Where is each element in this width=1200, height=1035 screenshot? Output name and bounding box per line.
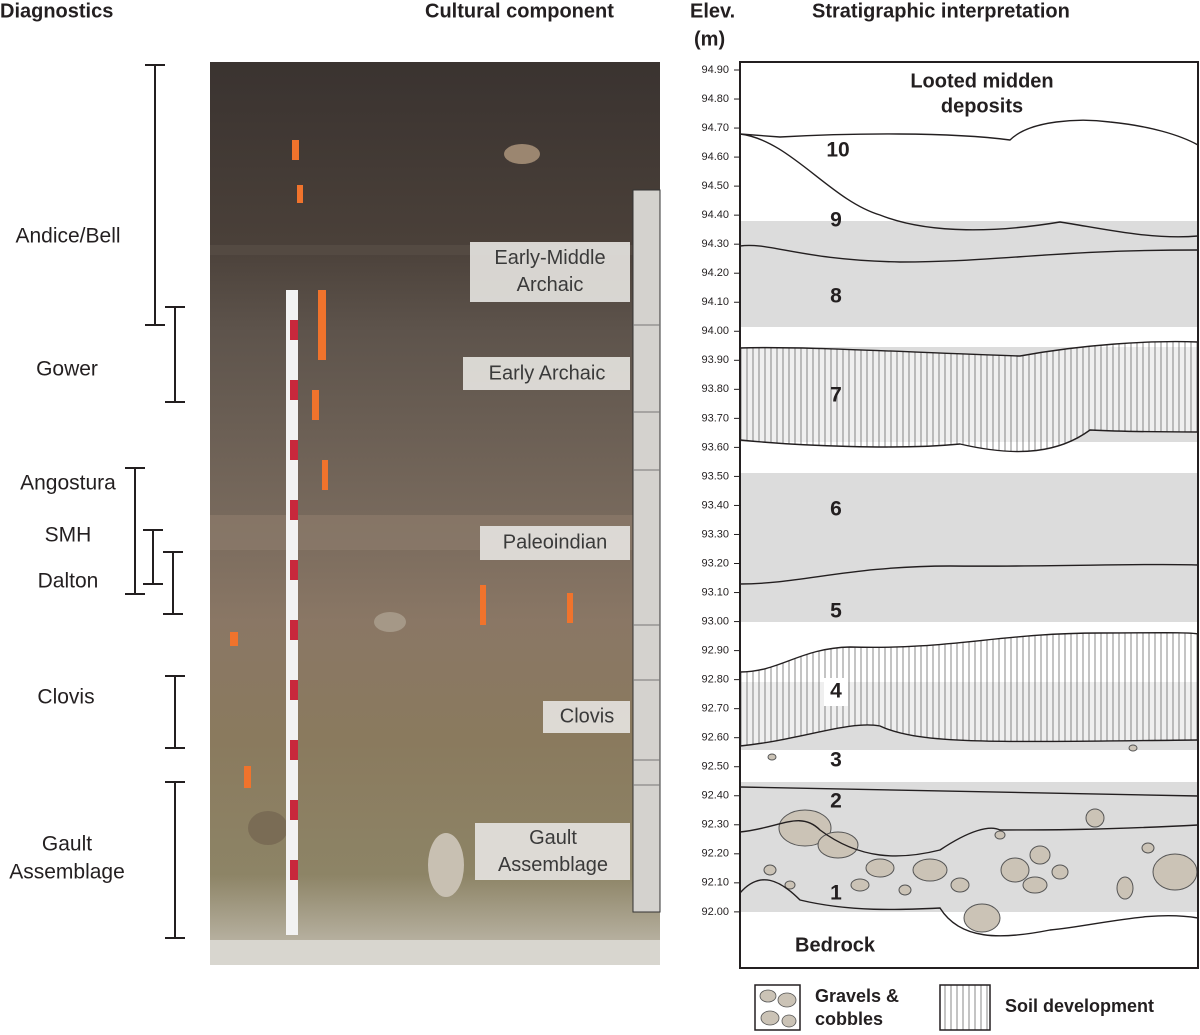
component-label: Archaic	[517, 274, 584, 296]
component-label: Paleoindian	[503, 531, 608, 553]
elevation-tick-label: 92.90	[701, 645, 729, 657]
elevation-tick-label: 92.30	[701, 819, 729, 831]
bracket	[165, 306, 185, 403]
header: Stratigraphic interpretation	[812, 0, 1070, 22]
elevation-tick-label: 94.00	[701, 325, 729, 337]
elevation-tick-label: 93.30	[701, 528, 729, 540]
elevation-tick-label: 94.70	[701, 122, 729, 134]
diagnostic-label: Andice/Bell	[15, 225, 120, 248]
top-label: deposits	[941, 95, 1023, 117]
unit-label: 1	[830, 882, 842, 905]
diagnostics: Andice/Bell Gower Angostura SMH Dalton Clovis…	[9, 64, 185, 939]
elevation-axis: 94.90 94.80 94.70 94.60 94.50 94.40 94.30 94.20…	[701, 64, 740, 918]
diagnostic-label: Angostura	[20, 472, 116, 495]
bracket	[165, 675, 185, 749]
elevation-tick-label: 93.40	[701, 499, 729, 511]
component-label: Early Archaic	[489, 362, 606, 384]
unit-label: 5	[830, 600, 842, 623]
unit-label: 3	[830, 749, 842, 772]
legend-label: Gravels &	[815, 986, 899, 1006]
header: (m)	[694, 28, 725, 50]
elevation-tick-label: 93.80	[701, 383, 729, 395]
elevation-tick-label: 92.10	[701, 877, 729, 889]
elevation-tick-label: 93.60	[701, 441, 729, 453]
diagnostic-label: Gault	[42, 833, 92, 856]
elevation-tick-label: 92.20	[701, 848, 729, 860]
elevation-tick-label: 92.80	[701, 674, 729, 686]
elevation-tick-label: 94.20	[701, 267, 729, 279]
bracket	[163, 551, 183, 615]
legend-label: Soil development	[1005, 996, 1154, 1016]
legend-label: cobbles	[815, 1009, 883, 1029]
unit-label: 8	[830, 285, 842, 308]
elevation-tick-label: 93.00	[701, 615, 729, 627]
bracket	[145, 64, 165, 326]
elevation-tick-label: 92.40	[701, 790, 729, 802]
headers: Diagnostics Cultural component Elev. (m)…	[0, 0, 1070, 50]
unit-label: 4	[830, 680, 842, 703]
diagnostic-label: SMH	[45, 524, 92, 547]
elevation-tick-label: 93.50	[701, 470, 729, 482]
cultural-components: Early-Middle Archaic Early Archaic Paleoind…	[489, 247, 615, 876]
bracket	[125, 467, 145, 595]
unit-label: 9	[830, 209, 842, 232]
elevation-tick-label: 94.50	[701, 180, 729, 192]
elevation-tick-label: 93.70	[701, 412, 729, 424]
component-label: Early-Middle	[494, 247, 605, 269]
unit-label-bg	[824, 678, 848, 706]
bottom-label: Bedrock	[795, 934, 876, 956]
elevation-tick-label: 93.10	[701, 586, 729, 598]
elevation-tick-label: 92.00	[701, 906, 729, 918]
elevation-tick-label: 94.90	[701, 64, 729, 76]
elevation-tick-label: 93.20	[701, 557, 729, 569]
diagnostic-label: Gower	[36, 358, 98, 381]
elevation-tick-label: 94.40	[701, 209, 729, 221]
bracket	[143, 529, 163, 585]
top-label: Looted midden	[910, 70, 1053, 92]
component-label: Gault	[529, 827, 577, 849]
elevation-tick-label: 94.80	[701, 93, 729, 105]
unit-labels: 10 9 8 7 6 5 4 3 2 1	[824, 139, 850, 905]
elevation-tick-label: 92.70	[701, 703, 729, 715]
diagnostic-label: Clovis	[37, 686, 94, 709]
unit-label: 6	[830, 498, 842, 521]
header: Diagnostics	[0, 0, 113, 22]
elevation-tick-label: 94.60	[701, 151, 729, 163]
diagnostic-label: Assemblage	[9, 861, 125, 884]
elevation-tick-label: 94.30	[701, 238, 729, 250]
stratigraphy-panel: Looted midden deposits Bedrock	[739, 61, 1199, 969]
header: Elev.	[690, 0, 735, 22]
elevation-tick-label: 92.60	[701, 732, 729, 744]
elevation-tick-label: 93.90	[701, 354, 729, 366]
bracket	[165, 781, 185, 939]
elevation-tick-label: 94.10	[701, 296, 729, 308]
elevation-tick-label: 92.50	[701, 761, 729, 773]
unit-label: 7	[830, 384, 842, 407]
legend: Gravels & cobbles Soil development	[754, 984, 1154, 1031]
diagnostic-label: Dalton	[38, 570, 99, 593]
photo	[210, 62, 661, 965]
unit-label: 2	[830, 790, 842, 813]
unit-label: 10	[826, 139, 849, 162]
component-label: Clovis	[560, 705, 614, 727]
header: Cultural component	[425, 0, 614, 22]
component-label: Assemblage	[498, 854, 608, 876]
